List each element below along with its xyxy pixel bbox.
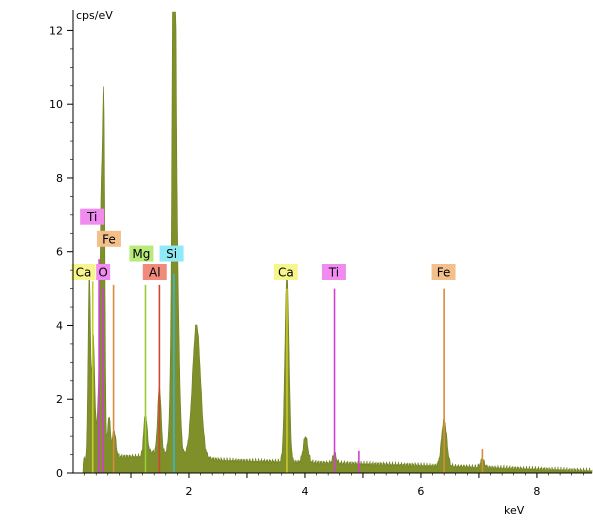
element-label-al: Al — [142, 264, 167, 281]
y-tick-label: 6 — [56, 246, 63, 259]
x-tick-label: 8 — [533, 485, 540, 498]
element-label-bg — [129, 245, 154, 262]
element-label-bg — [142, 264, 167, 281]
element-label-bg — [431, 264, 456, 281]
element-label-ti: Ti — [80, 208, 105, 225]
x-ticks: 2 4 6 8 — [84, 473, 584, 498]
element-label-bg — [96, 264, 111, 281]
axes: cps/eV keV — [72, 9, 592, 517]
x-axis-label: keV — [504, 504, 525, 517]
spectrum-area — [82, 11, 593, 474]
element-label-text: Mg — [132, 247, 150, 261]
element-label-text: Ti — [328, 266, 339, 280]
y-tick-label: 2 — [56, 393, 63, 406]
element-label-o: O — [96, 264, 111, 281]
y-tick-label: 10 — [49, 98, 63, 111]
y-ticks: 0 2 4 6 8 10 12 — [49, 24, 73, 480]
element-label-bg — [159, 245, 184, 262]
element-label-text: Si — [166, 247, 177, 261]
element-label-text: Al — [149, 266, 161, 280]
element-label-bg — [273, 264, 298, 281]
element-label-text: Ti — [86, 210, 97, 224]
element-label-text: Ca — [76, 266, 92, 280]
element-labels: Ti Fe Ca O Mg Al Si Ca Ti Fe — [71, 208, 456, 281]
element-label-bg — [321, 264, 346, 281]
element-label-ca: Ca — [71, 264, 96, 281]
element-markers — [91, 259, 484, 473]
element-label-text: O — [98, 266, 107, 280]
element-label-bg — [96, 230, 121, 247]
x-tick-label: 4 — [301, 485, 308, 498]
y-tick-label: 0 — [56, 467, 63, 480]
element-label-si: Si — [159, 245, 184, 262]
spectrum-fill — [82, 11, 593, 474]
y-axis-label: cps/eV — [76, 9, 113, 22]
element-label-mg: Mg — [129, 245, 154, 262]
element-label-bg — [80, 208, 105, 225]
x-tick-label: 6 — [417, 485, 424, 498]
x-tick-label: 2 — [185, 485, 192, 498]
element-label-ca: Ca — [273, 264, 298, 281]
y-tick-label: 8 — [56, 172, 63, 185]
element-label-text: Ca — [278, 266, 294, 280]
element-label-fe: Fe — [431, 264, 456, 281]
element-label-text: Fe — [437, 266, 451, 280]
element-label-ti: Ti — [321, 264, 346, 281]
element-label-fe: Fe — [96, 230, 121, 247]
element-label-bg — [71, 264, 96, 281]
y-tick-label: 4 — [56, 319, 63, 332]
element-label-text: Fe — [102, 232, 116, 246]
y-tick-label: 12 — [49, 24, 63, 37]
